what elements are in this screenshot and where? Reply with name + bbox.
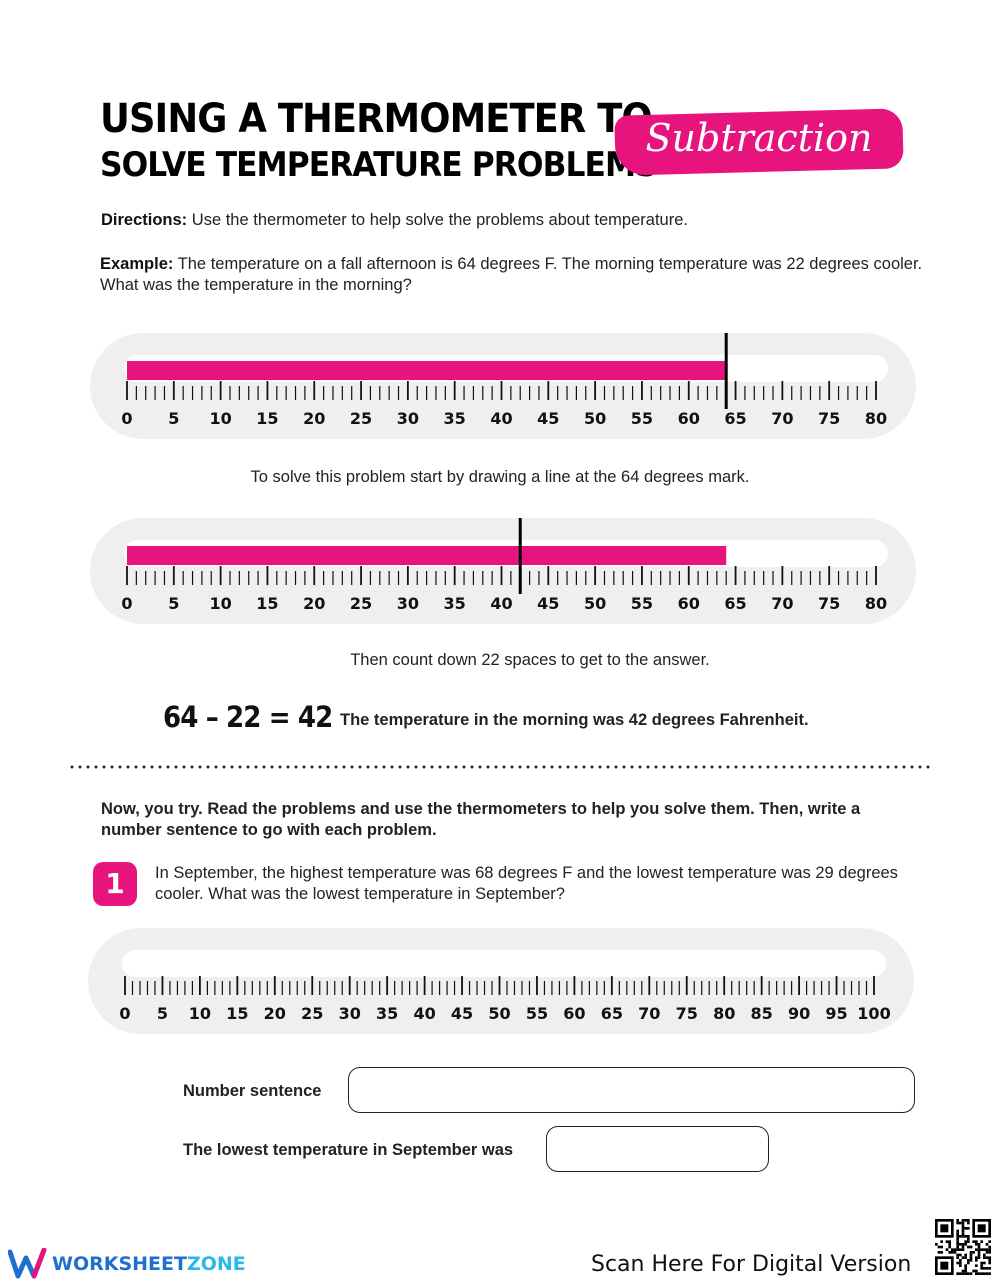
tick-label: 60	[563, 1004, 585, 1023]
example: Example: The temperature on a fall after…	[100, 254, 930, 296]
tick-label: 60	[678, 594, 700, 613]
directions: Directions: Use the thermometer to help …	[101, 210, 941, 231]
number-sentence-input[interactable]	[348, 1067, 915, 1113]
tick-label: 50	[584, 409, 606, 428]
tick-label: 5	[168, 594, 179, 613]
title-line-2: SOLVE TEMPERATURE PROBLEMS	[100, 145, 658, 185]
title-line-1: USING A THERMOMETER TO	[100, 96, 653, 142]
tick-label: 70	[638, 1004, 660, 1023]
problem-1-text: In September, the highest temperature wa…	[155, 864, 898, 903]
mercury-fill	[127, 361, 727, 380]
tick-label: 100	[857, 1004, 890, 1023]
tick-label: 35	[376, 1004, 398, 1023]
thermometer-tube[interactable]	[122, 950, 886, 977]
tick-label: 20	[264, 1004, 286, 1023]
tick-label: 10	[209, 594, 231, 613]
tick-label: 55	[526, 1004, 548, 1023]
tick-label: 0	[121, 409, 132, 428]
logo-word-2: ZONE	[186, 1253, 246, 1275]
tick-label: 50	[488, 1004, 510, 1023]
tick-label: 15	[256, 409, 278, 428]
tick-label: 30	[339, 1004, 361, 1023]
tick-label: 15	[256, 594, 278, 613]
tick-label: 10	[209, 409, 231, 428]
tick-label: 65	[724, 594, 746, 613]
tick-label: 5	[157, 1004, 168, 1023]
scan-text: Scan Here For Digital Version	[591, 1252, 912, 1277]
tick-label: 15	[226, 1004, 248, 1023]
example-label: Example:	[100, 255, 174, 273]
tick-label: 20	[303, 594, 325, 613]
tick-label: 80	[865, 594, 887, 613]
thermometer-scale: 0 5 10 15 20 25 30 35 40 45 50 55 60 65 70 75 80	[121, 333, 887, 428]
tick-label: 50	[584, 594, 606, 613]
thermometer-shell	[90, 333, 916, 439]
tick-label: 55	[631, 409, 653, 428]
worksheet-zone-logo: WORKSHEETZONE	[52, 1253, 246, 1275]
subtraction-badge: Subtraction	[645, 116, 873, 160]
logo-word-1: WORKSHEET	[52, 1253, 187, 1275]
tick-label: 95	[825, 1004, 847, 1023]
tick-label: 90	[788, 1004, 810, 1023]
tick-label: 45	[451, 1004, 473, 1023]
tick-label: 25	[350, 409, 372, 428]
thermometer-3: 0 5 10 15 20 25 30 35 40 45 50 55 60 65 70 75 80 85 90 95 10…	[88, 928, 914, 1034]
tick-label: 85	[751, 1004, 773, 1023]
tick-label: 75	[818, 409, 840, 428]
tick-label: 40	[490, 409, 512, 428]
qr-code-icon[interactable]	[935, 1219, 991, 1275]
example-answer: The temperature in the morning was 42 de…	[340, 711, 809, 729]
tick-label: 20	[303, 409, 325, 428]
thermometer-scale: 0 5 10 15 20 25 30 35 40 45 50 55 60 65 70 75 80	[121, 518, 887, 613]
tick-label: 65	[601, 1004, 623, 1023]
tick-label: 5	[168, 409, 179, 428]
tick-label: 30	[397, 594, 419, 613]
tick-label: 25	[301, 1004, 323, 1023]
directions-label: Directions:	[101, 211, 188, 229]
thermometer-2: 0 5 10 15 20 25 30 35 40 45 50 55 60 65 70 75 80	[90, 518, 916, 624]
number-sentence-label: Number sentence	[183, 1082, 322, 1100]
tick-label: 45	[537, 409, 559, 428]
thermometer-1: 0 5 10 15 20 25 30 35 40 45 50 55 60 65 70 75 80	[90, 333, 916, 439]
worksheet-zone-logo-icon	[8, 1248, 47, 1279]
thermometer-shell	[90, 518, 916, 624]
step-2-text: Then count down 22 spaces to get to the …	[350, 651, 710, 669]
tick-label: 80	[865, 409, 887, 428]
tick-label: 10	[189, 1004, 211, 1023]
answer-label: The lowest temperature in September was	[183, 1141, 514, 1159]
tick-label: 35	[444, 409, 466, 428]
tick-label: 60	[678, 409, 700, 428]
instructions: Now, you try. Read the problems and use …	[101, 800, 861, 839]
tick-label: 45	[537, 594, 559, 613]
thermometer-scale: 0 5 10 15 20 25 30 35 40 45 50 55 60 65 70 75 80 85 90 95 10…	[119, 976, 891, 1023]
equation: 64 – 22 = 42	[163, 700, 333, 734]
tick-label: 35	[444, 594, 466, 613]
tick-label: 75	[676, 1004, 698, 1023]
tick-label: 70	[771, 594, 793, 613]
tick-label: 75	[818, 594, 840, 613]
tick-label: 80	[713, 1004, 735, 1023]
problem-number-badge: 1	[93, 862, 137, 906]
tick-label: 0	[121, 594, 132, 613]
dotted-divider	[68, 765, 933, 769]
answer-input[interactable]	[546, 1126, 769, 1172]
tick-label: 30	[397, 409, 419, 428]
tick-label: 70	[771, 409, 793, 428]
tick-label: 65	[724, 409, 746, 428]
tick-label: 25	[350, 594, 372, 613]
tick-label: 40	[490, 594, 512, 613]
tick-label: 40	[413, 1004, 435, 1023]
example-text: The temperature on a fall afternoon is 6…	[100, 255, 923, 294]
tick-label: 55	[631, 594, 653, 613]
tick-label: 0	[119, 1004, 130, 1023]
mercury-fill	[127, 546, 727, 565]
directions-text: Use the thermometer to help solve the pr…	[191, 211, 688, 229]
step-1-text: To solve this problem start by drawing a…	[250, 468, 750, 486]
